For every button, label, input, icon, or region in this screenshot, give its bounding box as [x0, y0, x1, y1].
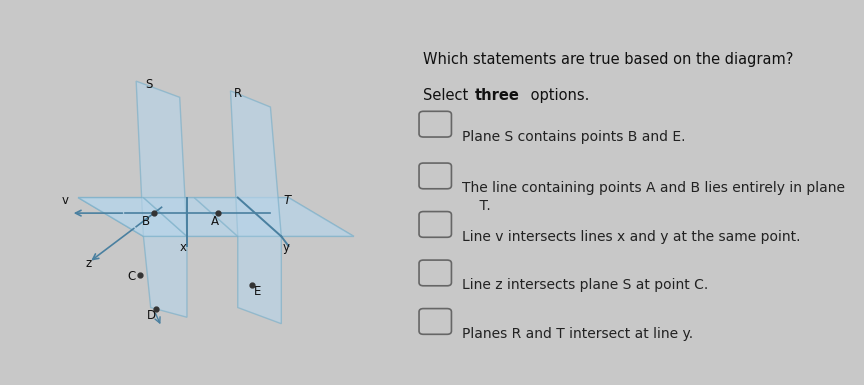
Polygon shape [238, 198, 354, 236]
Text: Which statements are true based on the diagram?: Which statements are true based on the d… [423, 52, 794, 67]
Text: Line z intersects plane S at point C.: Line z intersects plane S at point C. [462, 278, 708, 293]
Text: T: T [283, 194, 290, 207]
Text: v: v [62, 194, 69, 207]
Text: S: S [145, 78, 153, 90]
Text: C: C [127, 270, 136, 283]
Polygon shape [194, 198, 282, 236]
Polygon shape [231, 91, 282, 324]
Polygon shape [137, 81, 187, 317]
Text: Select: Select [423, 88, 473, 103]
Text: y: y [283, 241, 290, 254]
Text: B: B [142, 215, 149, 228]
Text: A: A [211, 215, 219, 228]
Text: E: E [254, 285, 262, 298]
Text: z: z [86, 257, 92, 270]
Polygon shape [143, 198, 238, 236]
Polygon shape [78, 198, 187, 236]
Text: R: R [234, 87, 242, 100]
Text: D: D [147, 309, 156, 322]
Text: options.: options. [525, 88, 589, 103]
Text: Line v intersects lines x and y at the same point.: Line v intersects lines x and y at the s… [462, 230, 801, 244]
Text: Planes R and T intersect at line y.: Planes R and T intersect at line y. [462, 327, 694, 341]
Text: Plane S contains points B and E.: Plane S contains points B and E. [462, 130, 686, 144]
Text: x: x [180, 241, 187, 254]
Polygon shape [78, 198, 354, 236]
Text: The line containing points A and B lies entirely in plane
    T.: The line containing points A and B lies … [462, 181, 845, 213]
Text: three: three [474, 88, 519, 103]
